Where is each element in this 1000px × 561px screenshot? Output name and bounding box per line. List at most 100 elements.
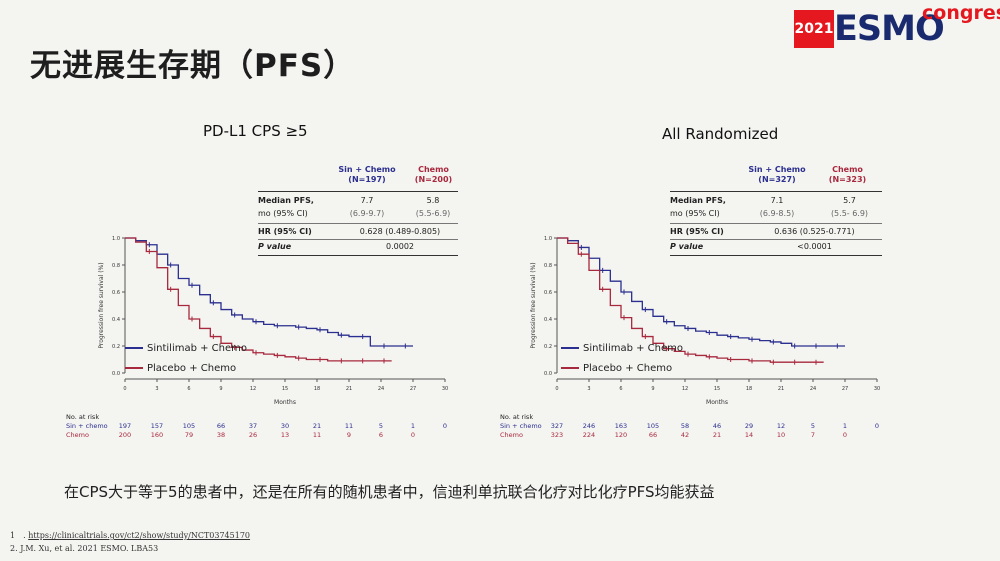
x-tick-label: 12 — [682, 386, 688, 392]
p2-legend-chemo: Placebo + Chemo — [561, 363, 672, 374]
p1-head-chemo: Chemo (N=200) — [406, 165, 461, 185]
p2-row3-val: <0.0001 — [797, 242, 832, 251]
panel1-km-plot: 0.0 0.2 0.4 0.6 0.8 1.0 0 3 6 9 12 15 18 21 24 27 30 Mont… — [98, 236, 448, 406]
x-tick-label: 6 — [619, 386, 622, 392]
at-risk-sin-value: 11 — [344, 422, 354, 430]
x-tick-label: 9 — [219, 386, 222, 392]
p2-head-sin-name: Sin + Chemo — [748, 165, 806, 174]
p1-row1-c2-a: 5.8 — [426, 196, 440, 205]
reference-2: 2. J.M. Xu, et al. 2021 ESMO. LBA53 — [10, 542, 250, 555]
at-risk-chemo-value: 11 — [312, 431, 322, 439]
at-risk-chemo-value: 120 — [614, 431, 628, 439]
x-tick-label: 21 — [778, 386, 784, 392]
at-risk-sin-value: 37 — [248, 422, 258, 430]
x-tick-label: 27 — [410, 386, 416, 392]
p1-head-chemo-name: Chemo — [418, 165, 449, 174]
p1-row3-label: P value — [258, 242, 292, 251]
at-risk-sin-value: 157 — [150, 422, 164, 430]
x-tick-label: 18 — [746, 386, 752, 392]
at-risk-sin-value: 12 — [776, 422, 786, 430]
x-tick-label: 30 — [442, 386, 448, 392]
p1-risk-chemo-label: Chemo — [66, 431, 89, 439]
x-tick-label: 24 — [378, 386, 384, 392]
panel2-km-plot: 0.0 0.2 0.4 0.6 0.8 1.0 0 3 6 9 12 15 18 21 24 27 30 Mont… — [530, 236, 880, 406]
at-risk-chemo-value: 7 — [810, 431, 816, 439]
p1-risk-title: No. at risk — [66, 413, 100, 421]
p1-legend-chemo-swatch — [125, 367, 143, 369]
logo-year: 2021 — [794, 10, 834, 48]
p2-row1-label-a: Median PFS, — [670, 196, 726, 205]
at-risk-chemo-value: 26 — [248, 431, 258, 439]
p1-row2-label: HR (95% CI) — [258, 227, 312, 236]
y-tick-label: 0.4 — [112, 317, 120, 323]
p1-row1-label-a: Median PFS, — [258, 196, 314, 205]
at-risk-chemo-value: 79 — [184, 431, 194, 439]
x-tick-label: 0 — [123, 386, 126, 392]
reference-1-num: 1 . — [10, 531, 26, 540]
p2-legend-chemo-label: Placebo + Chemo — [583, 363, 673, 374]
p1-row1-label-b: mo (95% CI) — [258, 209, 308, 218]
p1-row3-val: 0.0002 — [386, 242, 414, 251]
p1-row1-c1-b: (6.9-9.7) — [349, 209, 385, 218]
p1-head-sin: Sin + Chemo (N=197) — [332, 165, 402, 185]
x-tick-label: 24 — [810, 386, 816, 392]
y-tick-label: 0.0 — [544, 371, 552, 377]
p1-legend-sin-swatch — [125, 347, 143, 349]
at-risk-chemo-value: 0 — [410, 431, 416, 439]
at-risk-sin-value: 0 — [874, 422, 880, 430]
y-axis-label: Progression free survival (%) — [530, 262, 537, 348]
y-tick-label: 1.0 — [112, 236, 120, 242]
at-risk-chemo-value: 42 — [680, 431, 690, 439]
at-risk-sin-value: 105 — [646, 422, 660, 430]
y-tick-label: 0.4 — [544, 317, 552, 323]
p2-legend-chemo-swatch — [561, 367, 579, 369]
at-risk-chemo-value: 6 — [378, 431, 384, 439]
at-risk-sin-value: 1 — [410, 422, 416, 430]
placebo-curve — [557, 237, 824, 363]
p2-risk-sin-label: Sin + chemo — [500, 422, 542, 430]
at-risk-chemo-value: 66 — [648, 431, 658, 439]
p1-head-chemo-n: (N=200) — [414, 175, 453, 184]
p2-row1-c2-a: 5.7 — [843, 196, 856, 205]
y-tick-label: 0.6 — [544, 290, 552, 296]
reference-2-num: 2. — [10, 544, 18, 553]
at-risk-sin-value: 58 — [680, 422, 690, 430]
p2-row1-label-b: mo (95% CI) — [670, 209, 720, 218]
p2-head-sin-n: (N=327) — [758, 175, 796, 184]
at-risk-chemo-value: 14 — [744, 431, 754, 439]
at-risk-chemo-value: 13 — [280, 431, 290, 439]
x-tick-label: 9 — [651, 386, 654, 392]
panel1-stats-table: Sin + Chemo (N=197) Chemo (N=200) Median… — [258, 165, 458, 260]
x-axis-label: Months — [706, 399, 728, 406]
p2-legend-sin: Sintilimab + Chemo — [561, 343, 683, 354]
x-tick-label: 0 — [555, 386, 558, 392]
panel2-at-risk: No. at risk Sin + chemo Chemo 327 246 163 1… — [500, 413, 920, 443]
p2-table-rule-bottom — [670, 255, 882, 256]
p2-row1-c1-b: (6.9-8.5) — [759, 209, 795, 218]
slide-caption: 在CPS大于等于5的患者中，还是在所有的随机患者中，信迪利单抗联合化疗对比化疗P… — [64, 483, 715, 501]
at-risk-chemo-value: 21 — [712, 431, 722, 439]
at-risk-sin-value: 5 — [810, 422, 816, 430]
y-tick-label: 0.0 — [112, 371, 120, 377]
x-axis-label: Months — [274, 399, 296, 406]
at-risk-sin-value: 46 — [712, 422, 722, 430]
p2-risk-chemo-label: Chemo — [500, 431, 523, 439]
p1-table-rule-mid2 — [258, 239, 458, 240]
panel2-title: All Randomized — [662, 125, 779, 143]
p2-head-chemo-name: Chemo — [832, 165, 863, 174]
at-risk-chemo-value: 9 — [346, 431, 352, 439]
p2-row1-c1-a: 7.1 — [770, 196, 784, 205]
p1-row2-val: 0.628 (0.489-0.805) — [359, 227, 441, 236]
at-risk-sin-value: 21 — [312, 422, 322, 430]
p2-head-chemo-n: (N=323) — [828, 175, 867, 184]
reference-1: 1 . https://clinicaltrials.gov/ct2/show/… — [10, 529, 250, 542]
page-title: 无进展生存期（PFS） — [30, 48, 356, 84]
p2-legend-sin-swatch — [561, 347, 579, 349]
reference-1-link[interactable]: https://clinicaltrials.gov/ct2/show/stud… — [28, 531, 251, 540]
p2-risk-title: No. at risk — [500, 413, 534, 421]
x-tick-label: 27 — [842, 386, 848, 392]
at-risk-sin-value: 66 — [216, 422, 226, 430]
p2-row2-val: 0.636 (0.525-0.771) — [774, 227, 855, 236]
esmo-logo: 2021 ESMO congress — [794, 2, 1000, 49]
at-risk-sin-value: 327 — [550, 422, 564, 430]
